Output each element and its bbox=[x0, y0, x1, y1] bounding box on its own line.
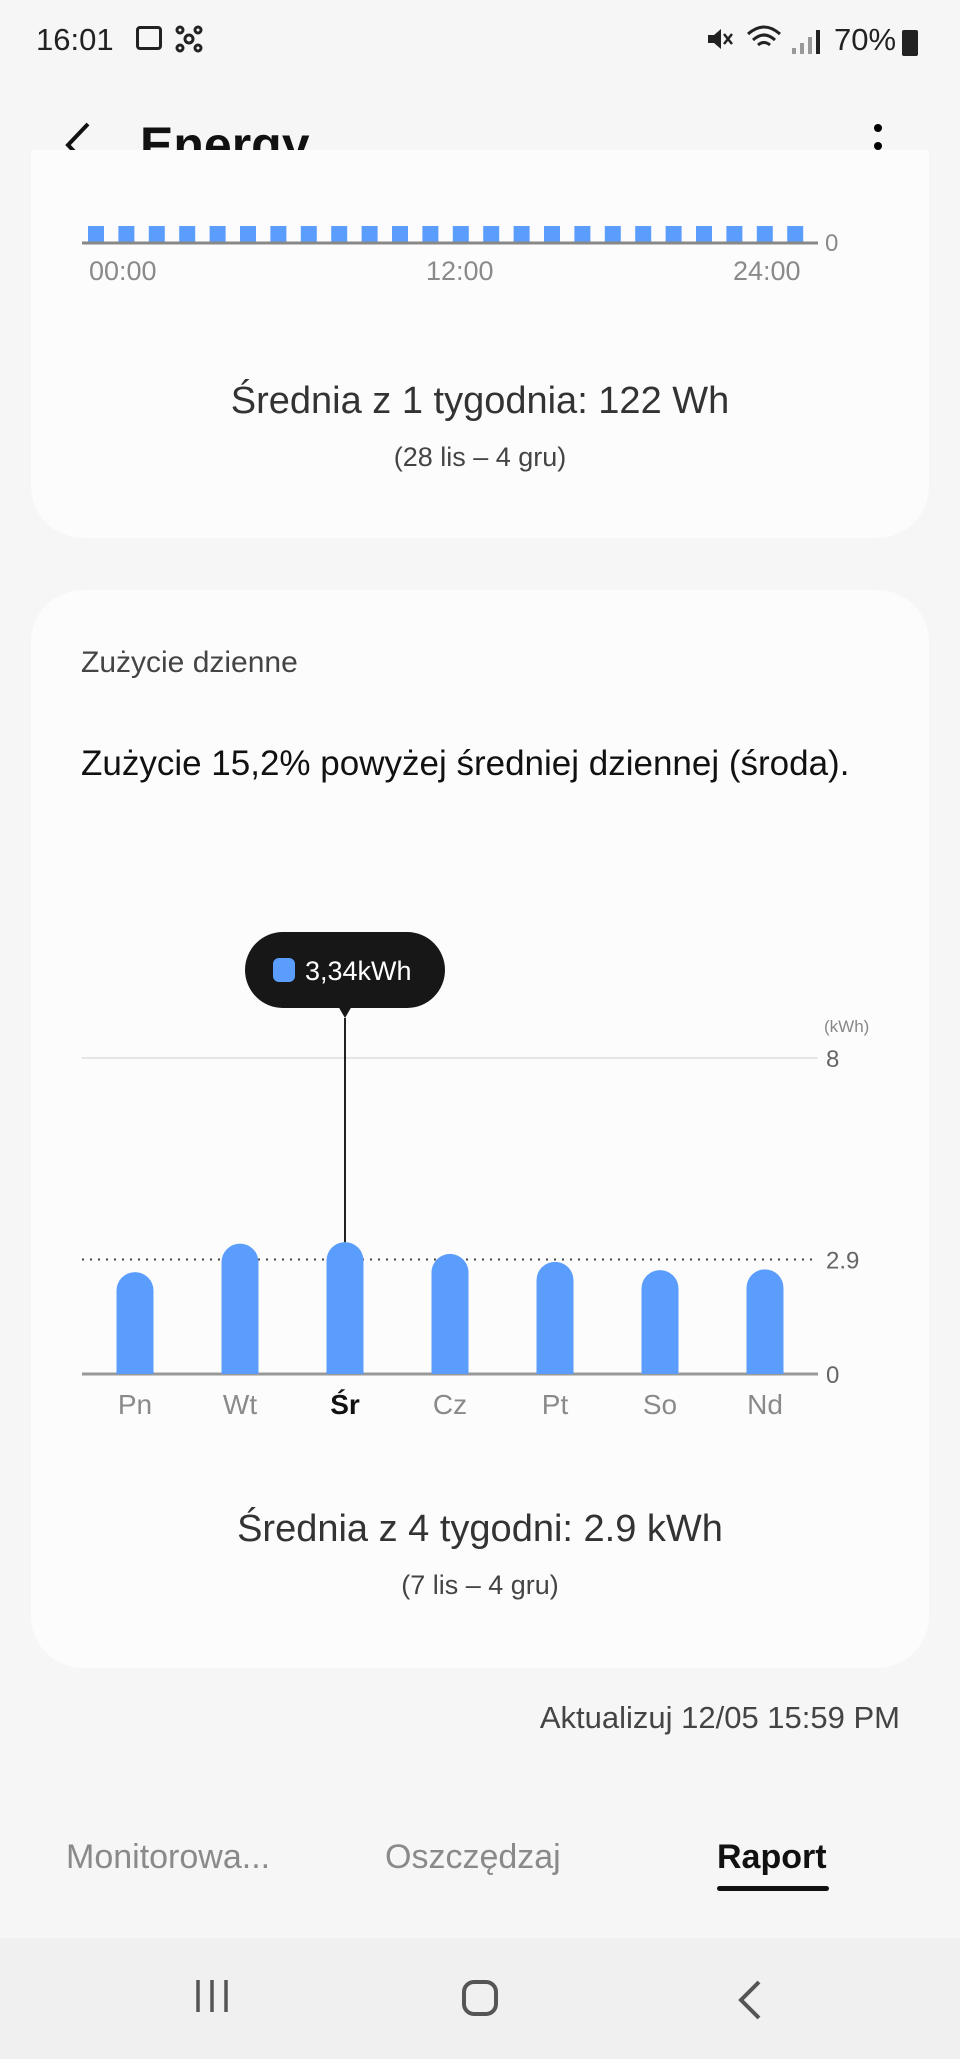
four-week-average: Średnia z 4 tygodni: 2.9 kWh bbox=[237, 1508, 723, 1550]
x-tick: 24:00 bbox=[733, 256, 801, 286]
hourly-bar bbox=[635, 226, 652, 243]
hourly-bar bbox=[726, 226, 743, 243]
hourly-bar bbox=[300, 226, 317, 243]
hourly-bar bbox=[513, 226, 530, 243]
hourly-bar bbox=[604, 226, 621, 243]
wifi-icon bbox=[747, 25, 781, 47]
y-tick: 0 bbox=[825, 230, 839, 257]
status-bar: 16:01 70% bbox=[0, 0, 960, 64]
hourly-bar bbox=[270, 226, 287, 243]
gallery-icon bbox=[136, 26, 162, 50]
hourly-bar bbox=[483, 226, 500, 243]
tab-save[interactable]: Oszczędzaj bbox=[385, 1838, 561, 1876]
lightning-icon bbox=[273, 958, 295, 982]
back-nav-icon[interactable] bbox=[735, 1978, 765, 2022]
bar-Pn bbox=[116, 1272, 154, 1374]
hourly-bar bbox=[756, 226, 773, 243]
weekly-average: Średnia z 1 tygodnia: 122 Wh bbox=[230, 380, 730, 422]
hourly-bar bbox=[422, 226, 439, 243]
hourly-bar bbox=[787, 226, 804, 243]
tooltip-pointer bbox=[338, 1006, 352, 1018]
bar-Pt bbox=[536, 1261, 574, 1374]
x-tick-label: Cz bbox=[433, 1389, 467, 1420]
y-tick-label: 8 bbox=[826, 1046, 839, 1073]
y-tick-label: 2.9 bbox=[826, 1247, 859, 1274]
x-tick-label: Wt bbox=[223, 1389, 257, 1420]
battery-level: 70% bbox=[834, 22, 897, 57]
tab-report[interactable]: Raport bbox=[717, 1838, 827, 1876]
bar-Śr bbox=[326, 1242, 364, 1374]
y-tick-label: 0 bbox=[826, 1362, 839, 1389]
date-range: (28 lis – 4 gru) bbox=[393, 442, 567, 472]
tab-monitor[interactable]: Monitorowa... bbox=[66, 1838, 271, 1876]
hourly-bar bbox=[696, 226, 712, 243]
hourly-bar bbox=[209, 226, 226, 243]
mute-icon bbox=[708, 29, 733, 49]
bar-So bbox=[641, 1270, 679, 1374]
tooltip bbox=[245, 932, 445, 1008]
bar-Nd bbox=[746, 1269, 784, 1374]
hourly-bar bbox=[179, 226, 196, 243]
bar-Wt bbox=[221, 1243, 259, 1374]
hourly-usage-card: 00:00 12:00 24:00 0 Średnia z 1 tygodnia… bbox=[31, 150, 929, 538]
x-tick-label: Nd bbox=[747, 1389, 783, 1420]
card-title: Zużycie dzienne bbox=[81, 646, 298, 679]
x-tick: 12:00 bbox=[426, 256, 494, 286]
hourly-bar bbox=[240, 226, 256, 243]
hourly-bar bbox=[361, 226, 378, 243]
hourly-chart bbox=[82, 226, 818, 245]
battery-icon bbox=[902, 30, 918, 56]
x-tick-label: Śr bbox=[330, 1389, 360, 1420]
hourly-bar bbox=[665, 226, 682, 243]
unit-label: (kWh) bbox=[824, 1017, 869, 1036]
tooltip-value: 3,34kWh bbox=[305, 956, 412, 986]
recent-apps-icon[interactable] bbox=[192, 1978, 232, 2014]
x-tick-label: Pn bbox=[118, 1389, 152, 1420]
hourly-bar bbox=[544, 226, 560, 243]
daily-usage-card: Zużycie dzienne Zużycie 15,2% powyżej śr… bbox=[31, 590, 929, 1668]
home-icon[interactable] bbox=[462, 1980, 498, 2016]
daily-bar-chart: 8 2.9 0 (kWh) Pn Wt Śr Cz Pt So Nd 3,34kWh bbox=[82, 932, 869, 1420]
navigation-bar bbox=[0, 1938, 960, 2059]
hourly-bar bbox=[331, 226, 348, 243]
x-tick-label: So bbox=[643, 1389, 677, 1420]
hourly-bar bbox=[88, 226, 104, 243]
last-updated: Aktualizuj 12/05 15:59 PM bbox=[539, 1700, 900, 1735]
hourly-bar bbox=[574, 226, 591, 243]
x-tick-label: Pt bbox=[542, 1389, 569, 1420]
clock: 16:01 bbox=[36, 22, 114, 57]
date-range: (7 lis – 4 gru) bbox=[401, 1570, 559, 1600]
active-tab-indicator bbox=[717, 1886, 829, 1891]
usage-summary: Zużycie 15,2% powyżej średniej dziennej … bbox=[81, 744, 850, 783]
hourly-bar bbox=[148, 226, 165, 243]
signal-icon bbox=[792, 28, 822, 54]
network-icon bbox=[175, 25, 203, 53]
hourly-bar bbox=[118, 226, 135, 243]
hourly-bar bbox=[452, 226, 469, 243]
bar-Cz bbox=[431, 1253, 469, 1374]
hourly-bar bbox=[392, 226, 408, 243]
x-tick: 00:00 bbox=[89, 256, 157, 286]
